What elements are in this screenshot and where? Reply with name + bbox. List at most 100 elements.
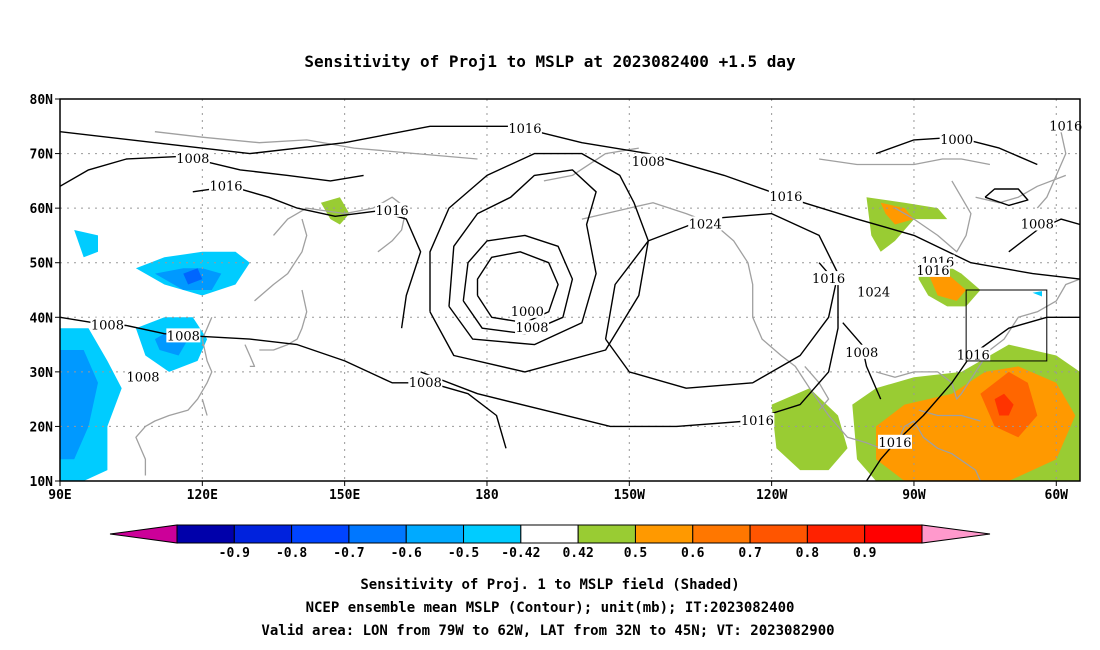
shaded-region [771, 388, 848, 471]
lat-tick-label: 30N [30, 366, 54, 381]
contour-label: 1016 [209, 178, 244, 194]
contour-label-text: 1008 [632, 155, 665, 170]
colorbar-label: -0.5 [448, 546, 479, 561]
colorbar-label: 0.42 [562, 546, 593, 561]
coastline [804, 365, 830, 411]
colorbar-high-end [921, 524, 991, 544]
contour-label-text: 1016 [769, 190, 802, 205]
coastline [259, 289, 308, 351]
colorbar: -0.9 -0.8 -0.7 -0.6 -0.5 -0.42 0.42 0.5 0.6 0.7 0.… [109, 524, 991, 561]
lon-tick-label: 150E [329, 488, 360, 503]
contour-label-text: 1016 [741, 414, 774, 429]
lon-tick-label: 60W [1045, 488, 1069, 503]
contour-label: 1008 [1020, 216, 1055, 233]
colorbar-swatch [577, 524, 636, 544]
contour-label-text: 1024 [689, 218, 722, 233]
shaded-region [880, 202, 914, 225]
contour-label: 1016 [811, 271, 846, 287]
colorbar-label: 0.5 [624, 546, 647, 561]
latitude-tick-labels: 80N 70N 60N 50N 40N 30N 20N 10N [30, 93, 60, 490]
contour-label: 1008 [408, 374, 443, 391]
shaded-region [320, 197, 350, 225]
contour-label-text: 1016 [812, 272, 845, 287]
contour-label: 1008 [515, 320, 550, 336]
contour-label: 1016 [768, 189, 803, 205]
contour-label-text: 1008 [91, 318, 124, 333]
contour-label-text: 1016 [878, 436, 911, 451]
contour-label: 1016 [375, 202, 410, 219]
mslp-contour-line [60, 316, 507, 449]
map-frame [59, 98, 1081, 482]
contour-label-text: 1016 [508, 122, 541, 137]
colorbar-label: 0.6 [681, 546, 705, 561]
colorbar-low-end [109, 524, 178, 544]
coastline [975, 174, 1067, 204]
coastline [581, 202, 981, 481]
contour-label-text: 1008 [126, 370, 159, 385]
lon-tick-label: 150W [614, 488, 645, 503]
caption-line-2: NCEP ensemble mean MSLP (Contour); unit(… [306, 600, 795, 616]
contour-label: 1008 [844, 344, 879, 361]
contour-label: 1016 [507, 121, 542, 137]
mslp-contour-line [462, 234, 574, 335]
lat-tick-label: 40N [30, 311, 54, 326]
coastline [543, 147, 639, 182]
contour-label: 1024 [688, 216, 723, 233]
colorbar-swatch [749, 524, 808, 544]
colorbar-swatch [806, 524, 866, 544]
coastline [1036, 131, 1067, 209]
contour-label-text: 1008 [515, 321, 548, 336]
colorbar-swatch [463, 524, 522, 544]
contour-label: 1008 [631, 153, 666, 170]
contour-label: 1016 [877, 434, 912, 451]
lat-tick-label: 50N [30, 257, 54, 272]
contour-label-text: 1024 [857, 286, 890, 301]
shaded-region [183, 268, 203, 285]
contour-label: 1008 [90, 317, 125, 333]
colorbar-swatch [634, 524, 694, 544]
lon-tick-label: 90E [48, 488, 71, 503]
coastline [135, 317, 213, 476]
mslp-contour-line [865, 316, 1080, 481]
contour-label: 1008 [175, 151, 210, 167]
contour-label-text: 1016 [957, 348, 990, 363]
coastline [875, 278, 1080, 400]
contour-label-text: 1008 [1021, 218, 1054, 233]
colorbar-label: -0.7 [333, 546, 364, 561]
mslp-contour-line [448, 169, 597, 346]
contour-label: 1016 [740, 412, 775, 429]
map-panel: 1016100810161016100810161024100010081000… [30, 93, 1083, 503]
contour-label: 1016 [956, 347, 991, 363]
colorbar-swatch [864, 524, 923, 544]
valid-area-box [965, 289, 1048, 362]
colorbar-label: -0.6 [391, 546, 422, 561]
colorbar-swatch [291, 524, 350, 544]
grid-lines [60, 99, 1080, 481]
colorbar-label: -0.8 [276, 546, 307, 561]
mslp-contour-line [60, 125, 1080, 280]
coastline [201, 398, 208, 416]
contour-label: 1008 [126, 369, 161, 385]
mslp-contour-line [984, 188, 1029, 207]
coastline [154, 131, 478, 160]
contour-labels: 1016100810161016100810161024100010081000… [90, 118, 1083, 451]
coastlines [135, 131, 1080, 481]
lat-tick-label: 10N [30, 475, 54, 490]
colorbar-swatch [176, 524, 235, 544]
colorbar-swatch [348, 524, 407, 544]
contour-label: 1000 [510, 303, 545, 320]
contour-label-text: 1008 [845, 346, 878, 361]
contour-label: 1000 [939, 131, 974, 148]
contour-label-text: 1008 [167, 329, 200, 344]
caption-line-3: Valid area: LON from 79W to 62W, LAT fro… [261, 623, 834, 639]
colorbar-swatch [692, 524, 751, 544]
lon-tick-label: 90W [902, 488, 926, 503]
plot-title: Sensitivity of Proj1 to MSLP at 20230824… [304, 52, 796, 71]
contour-label-text: 1000 [940, 133, 973, 148]
contour-label-text: 1016 [209, 179, 242, 194]
coastline [244, 344, 256, 368]
contour-label: 1024 [856, 284, 891, 301]
colorbar-swatch [405, 524, 465, 544]
contour-label-text: 1016 [1049, 119, 1082, 134]
mslp-contours [60, 125, 1080, 481]
